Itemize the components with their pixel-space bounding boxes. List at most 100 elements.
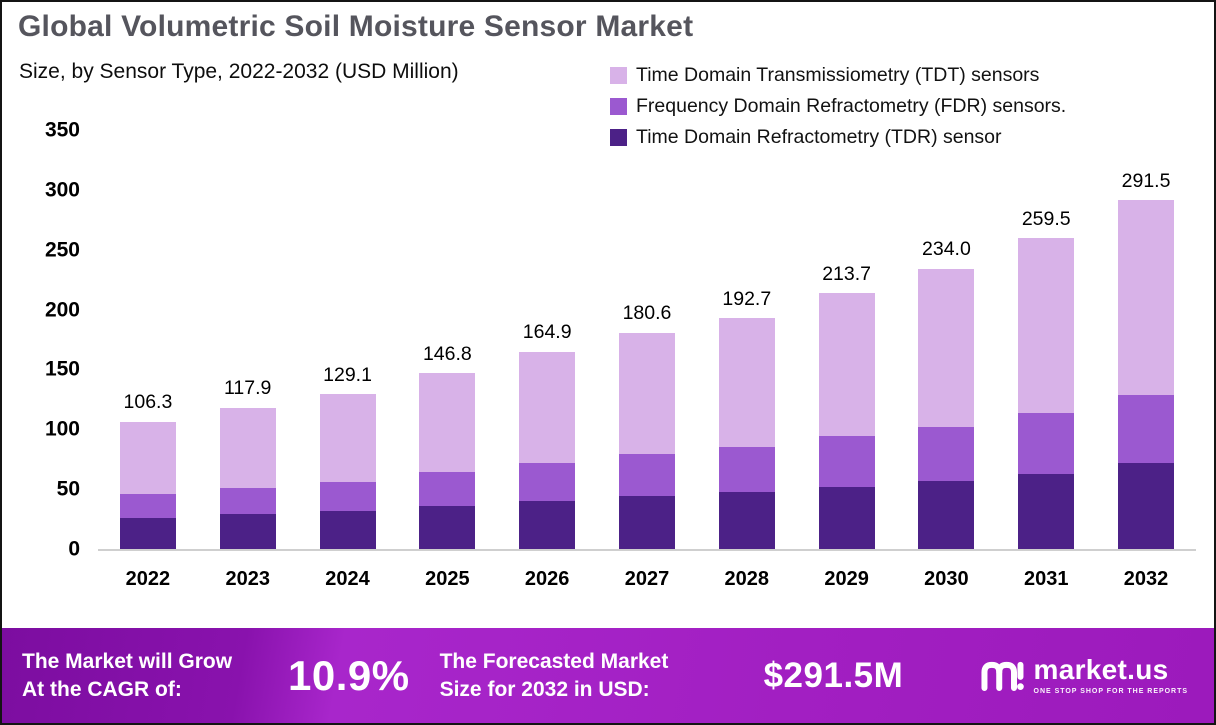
y-axis-tick: 0 <box>68 537 80 561</box>
bar-stack <box>1018 238 1075 549</box>
x-axis-label: 2024 <box>325 568 370 590</box>
bar-group: 213.7 2029 <box>817 130 877 590</box>
legend: Time Domain Transmissiometry (TDT) senso… <box>610 64 1066 149</box>
bar-segment-tdt <box>519 351 576 463</box>
bar-segment-tdt <box>718 318 775 448</box>
x-axis-label: 2026 <box>524 568 570 590</box>
bar-segment-fdr <box>718 447 775 492</box>
bar-segment-fdr <box>119 493 176 518</box>
bar-total-label: 192.7 <box>722 287 772 310</box>
bar-total-label: 213.7 <box>822 262 871 285</box>
brand-name: market.us <box>1033 654 1169 685</box>
bar-segment-tdr <box>219 514 276 549</box>
x-axis-label: 2025 <box>425 568 470 590</box>
market-us-logo-icon <box>981 661 1024 691</box>
bar-group: 129.1 2024 <box>318 130 378 590</box>
legend-item: Time Domain Transmissiometry (TDT) senso… <box>610 64 1066 87</box>
legend-item: Frequency Domain Refractometry (FDR) sen… <box>610 95 1066 118</box>
bar-segment-fdr <box>618 454 675 497</box>
plot-area: 106.3 2022 117.9 2023 129.1 2024 146.8 2025 164.… <box>98 130 1196 590</box>
bar-segment-tdr <box>1018 473 1075 549</box>
bar-total-label: 180.6 <box>622 302 672 325</box>
bar-stack <box>419 373 476 549</box>
bar-total-label: 259.5 <box>1021 207 1071 230</box>
bar-stack <box>918 268 975 549</box>
bar-segment-tdr <box>618 496 675 549</box>
bar-segment-tdr <box>718 491 775 549</box>
bar-group: 164.9 2026 <box>517 130 577 590</box>
y-axis-tick: 200 <box>44 298 80 322</box>
bar-stack <box>119 421 176 549</box>
y-axis-tick: 150 <box>44 357 80 381</box>
bar-segment-tdr <box>519 501 576 549</box>
bar-total-label: 291.5 <box>1121 169 1171 192</box>
bar-segment-tdr <box>319 510 376 549</box>
bar-stack <box>519 351 576 549</box>
legend-label: Time Domain Refractometry (TDR) sensor <box>636 126 1002 148</box>
bar-segment-tdt <box>119 421 176 494</box>
legend-swatch <box>610 67 627 84</box>
bar-segment-fdr <box>319 481 376 511</box>
bar-segment-fdr <box>818 436 875 487</box>
bar-segment-fdr <box>419 472 476 506</box>
bar-segment-tdt <box>818 293 875 437</box>
legend-swatch <box>610 129 627 146</box>
bar-stack <box>618 332 675 549</box>
bar-group: 259.5 2031 <box>1016 130 1076 590</box>
bar-group: 291.5 2032 <box>1116 130 1176 590</box>
x-axis-label: 2023 <box>225 568 270 590</box>
bar-segment-tdr <box>419 505 476 549</box>
bar-stack <box>219 407 276 549</box>
bar-total-label: 234.0 <box>922 238 971 261</box>
y-axis-tick: 50 <box>56 477 80 501</box>
bar-segment-tdt <box>419 373 476 473</box>
legend-item: Time Domain Refractometry (TDR) sensor <box>610 126 1066 149</box>
y-axis-tick: 350 <box>44 118 80 142</box>
brand-tagline: ONE STOP SHOP FOR THE REPORTS <box>1033 688 1188 695</box>
x-axis-label: 2029 <box>824 568 869 590</box>
bar-segment-fdr <box>1018 412 1075 474</box>
legend-label: Time Domain Transmissiometry (TDT) senso… <box>636 64 1040 86</box>
bar-stack <box>1118 200 1175 549</box>
y-axis: 0 50 100 150 200 250 300 350 <box>12 120 80 560</box>
legend-swatch <box>610 98 627 115</box>
bar-segment-tdt <box>618 332 675 455</box>
bar-group: 234.0 2030 <box>916 130 976 590</box>
x-axis-label: 2028 <box>724 568 770 590</box>
bar-stack <box>319 394 376 549</box>
y-axis-tick: 250 <box>44 238 80 262</box>
bar-group: 192.7 2028 <box>717 130 777 590</box>
x-axis-label: 2032 <box>1123 568 1169 590</box>
bar-segment-tdt <box>319 394 376 482</box>
legend-label: Frequency Domain Refractometry (FDR) sen… <box>636 95 1067 117</box>
bar-segment-fdr <box>519 462 576 502</box>
forecast-label: The Forecasted Market Size for 2032 in U… <box>439 650 669 701</box>
forecast-value: $291.5M <box>763 655 904 695</box>
y-axis-tick: 100 <box>44 417 80 441</box>
bar-segment-tdr <box>119 517 176 549</box>
bar-total-label: 146.8 <box>422 342 472 365</box>
bar-group: 106.3 2022 <box>118 130 178 590</box>
brand-text: market.us ONE STOP SHOP FOR THE REPORTS <box>1033 654 1188 696</box>
bar-segment-fdr <box>918 426 975 481</box>
footer-banner: The Market will Grow At the CAGR of: 10.… <box>2 628 1214 723</box>
x-axis-label: 2027 <box>624 568 670 590</box>
bar-total-label: 129.1 <box>323 363 372 386</box>
cagr-label: The Market will Grow At the CAGR of: <box>22 650 233 701</box>
x-axis-label: 2031 <box>1023 568 1069 590</box>
bar-group: 117.9 2023 <box>218 130 278 590</box>
bar-total-label: 117.9 <box>224 377 272 400</box>
bar-segment-tdr <box>918 480 975 549</box>
cagr-value: 10.9% <box>288 651 410 699</box>
page-subtitle: Size, by Sensor Type, 2022-2032 (USD Mil… <box>19 60 459 83</box>
bar-segment-tdt <box>918 268 975 427</box>
bar-segment-tdr <box>1118 462 1175 549</box>
bar-segment-tdt <box>1018 238 1075 413</box>
x-axis-label: 2022 <box>125 568 171 590</box>
bar-segment-fdr <box>219 487 276 515</box>
bar-segment-tdt <box>1118 200 1175 395</box>
bar-group: 146.8 2025 <box>417 130 477 590</box>
bar-group: 180.6 2027 <box>617 130 677 590</box>
bar-segment-tdt <box>219 407 276 488</box>
